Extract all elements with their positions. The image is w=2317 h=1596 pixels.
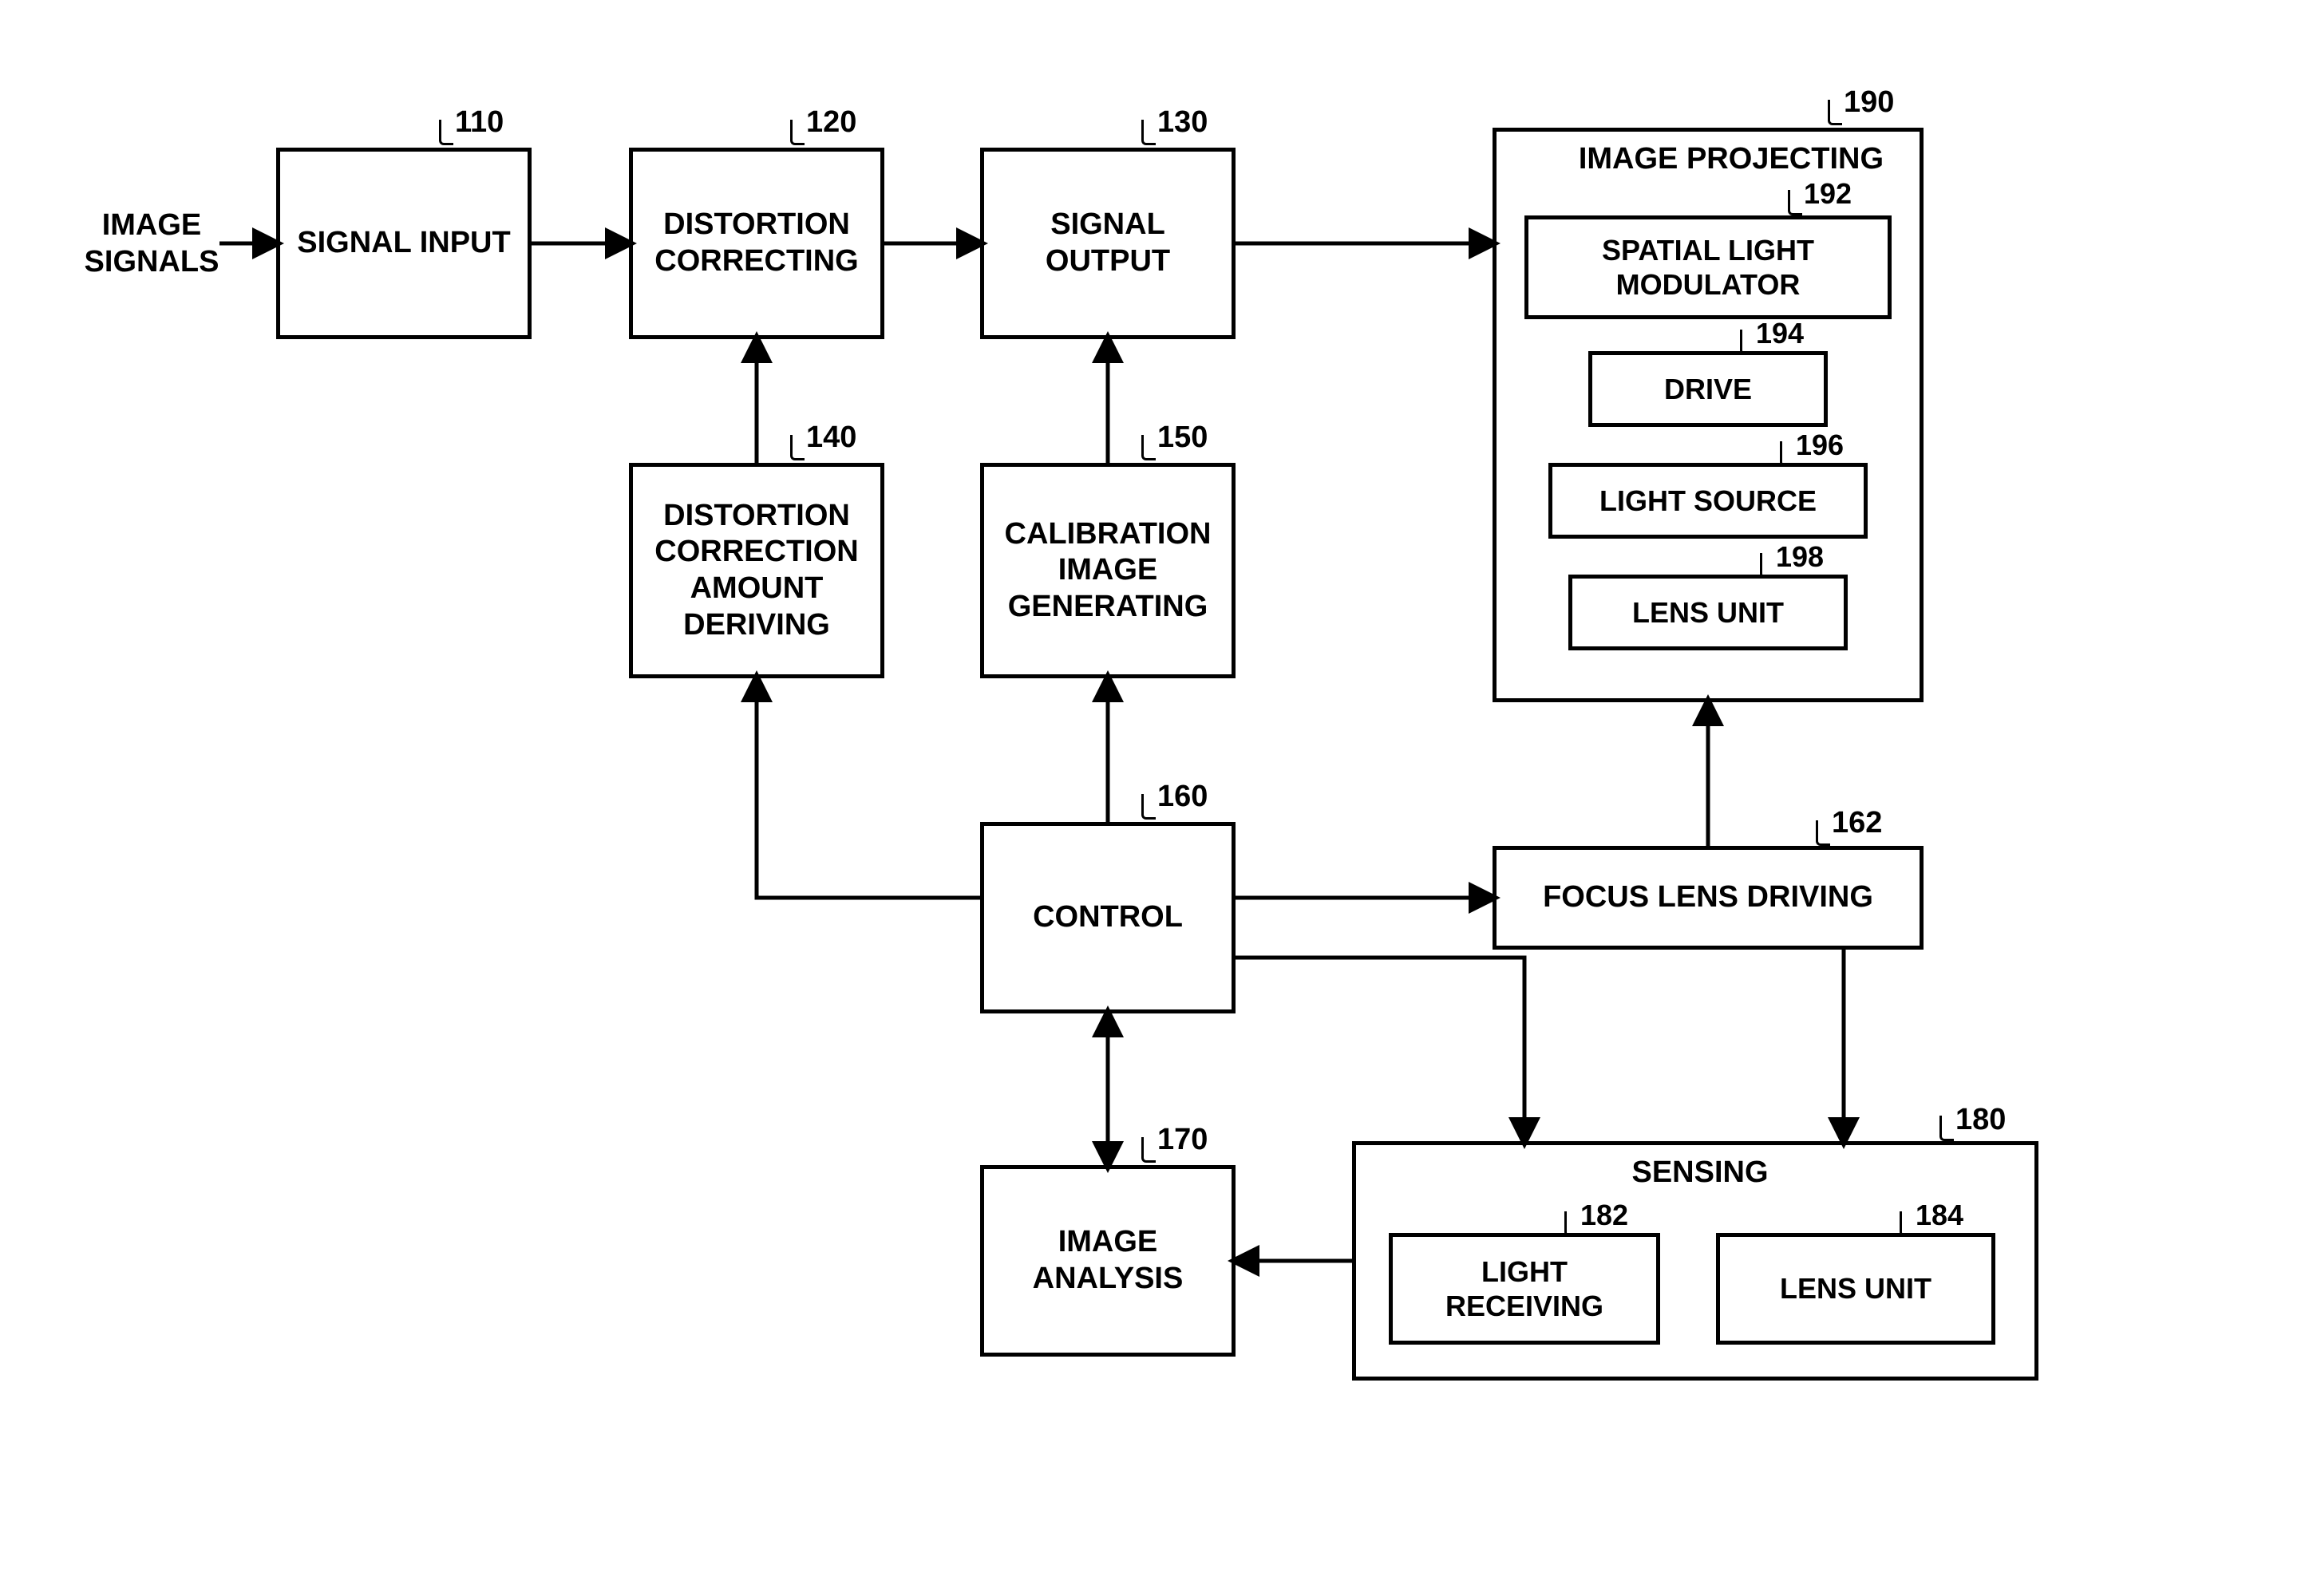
image-signals-text: IMAGESIGNALS xyxy=(85,208,219,279)
ref-tick-184 xyxy=(1900,1211,1914,1237)
focus-lens-driving-label: FOCUS LENS DRIVING xyxy=(1543,879,1873,916)
control-label: CONTROL xyxy=(1033,899,1183,936)
ref-tick-140 xyxy=(790,435,805,460)
ref-192: 192 xyxy=(1804,177,1852,211)
lens-unit-180-label: LENS UNIT xyxy=(1780,1271,1931,1306)
signal-input-label: SIGNAL INPUT xyxy=(297,225,510,262)
block-diagram: IMAGESIGNALS SIGNAL INPUT 110 DISTORTION… xyxy=(0,0,2317,1596)
calibration-image-generating-label: CALIBRATIONIMAGEGENERATING xyxy=(1005,516,1212,626)
light-receiving-block: LIGHTRECEIVING xyxy=(1389,1233,1660,1345)
lens-unit-190-label: LENS UNIT xyxy=(1632,595,1784,630)
ref-120: 120 xyxy=(806,105,856,140)
ref-tick-180 xyxy=(1939,1116,1954,1141)
ref-tick-190 xyxy=(1828,100,1842,125)
sensing-title: SENSING xyxy=(1580,1156,1820,1190)
ref-110: 110 xyxy=(455,105,504,140)
distortion-correcting-label: DISTORTIONCORRECTING xyxy=(654,207,858,279)
ref-170: 170 xyxy=(1157,1123,1208,1157)
ref-tick-198 xyxy=(1760,553,1774,579)
distortion-correction-deriving-block: DISTORTIONCORRECTIONAMOUNTDERIVING xyxy=(629,463,884,678)
ref-140: 140 xyxy=(806,421,856,455)
ref-194: 194 xyxy=(1756,317,1804,350)
light-receiving-label: LIGHTRECEIVING xyxy=(1445,1254,1603,1323)
ref-tick-162 xyxy=(1816,820,1830,846)
signal-output-label: SIGNALOUTPUT xyxy=(1046,207,1170,279)
image-analysis-label: IMAGEANALYSIS xyxy=(1033,1224,1184,1297)
image-analysis-block: IMAGEANALYSIS xyxy=(980,1165,1236,1357)
ref-160: 160 xyxy=(1157,780,1208,814)
lens-unit-180-block: LENS UNIT xyxy=(1716,1233,1995,1345)
spatial-light-modulator-block: SPATIAL LIGHTMODULATOR xyxy=(1524,215,1892,319)
ref-tick-130 xyxy=(1141,120,1156,145)
distortion-correction-deriving-label: DISTORTIONCORRECTIONAMOUNTDERIVING xyxy=(654,498,858,643)
drive-label: DRIVE xyxy=(1664,372,1752,406)
ref-tick-110 xyxy=(439,120,453,145)
ref-tick-196 xyxy=(1780,441,1794,467)
ref-tick-192 xyxy=(1788,190,1802,215)
image-signals-label: IMAGESIGNALS xyxy=(72,207,231,280)
image-projecting-title: IMAGE PROJECTING xyxy=(1532,142,1884,176)
lens-unit-190-block: LENS UNIT xyxy=(1568,575,1848,650)
light-source-block: LIGHT SOURCE xyxy=(1548,463,1868,539)
ref-150: 150 xyxy=(1157,421,1208,455)
ref-198: 198 xyxy=(1776,540,1824,574)
signal-input-block: SIGNAL INPUT xyxy=(276,148,532,339)
ref-190: 190 xyxy=(1844,85,1894,120)
ref-tick-182 xyxy=(1564,1211,1579,1237)
ref-tick-170 xyxy=(1141,1137,1156,1163)
ref-196: 196 xyxy=(1796,429,1844,462)
ref-tick-150 xyxy=(1141,435,1156,460)
light-source-label: LIGHT SOURCE xyxy=(1599,484,1817,518)
calibration-image-generating-block: CALIBRATIONIMAGEGENERATING xyxy=(980,463,1236,678)
ref-184: 184 xyxy=(1916,1199,1963,1232)
ref-162: 162 xyxy=(1832,806,1882,840)
focus-lens-driving-block: FOCUS LENS DRIVING xyxy=(1493,846,1924,950)
ref-tick-120 xyxy=(790,120,805,145)
control-block: CONTROL xyxy=(980,822,1236,1013)
ref-182: 182 xyxy=(1580,1199,1628,1232)
ref-tick-160 xyxy=(1141,794,1156,820)
signal-output-block: SIGNALOUTPUT xyxy=(980,148,1236,339)
ref-tick-194 xyxy=(1740,330,1754,355)
ref-180: 180 xyxy=(1955,1103,2006,1137)
ref-130: 130 xyxy=(1157,105,1208,140)
distortion-correcting-block: DISTORTIONCORRECTING xyxy=(629,148,884,339)
spatial-light-modulator-label: SPATIAL LIGHTMODULATOR xyxy=(1602,233,1814,302)
drive-block: DRIVE xyxy=(1588,351,1828,427)
